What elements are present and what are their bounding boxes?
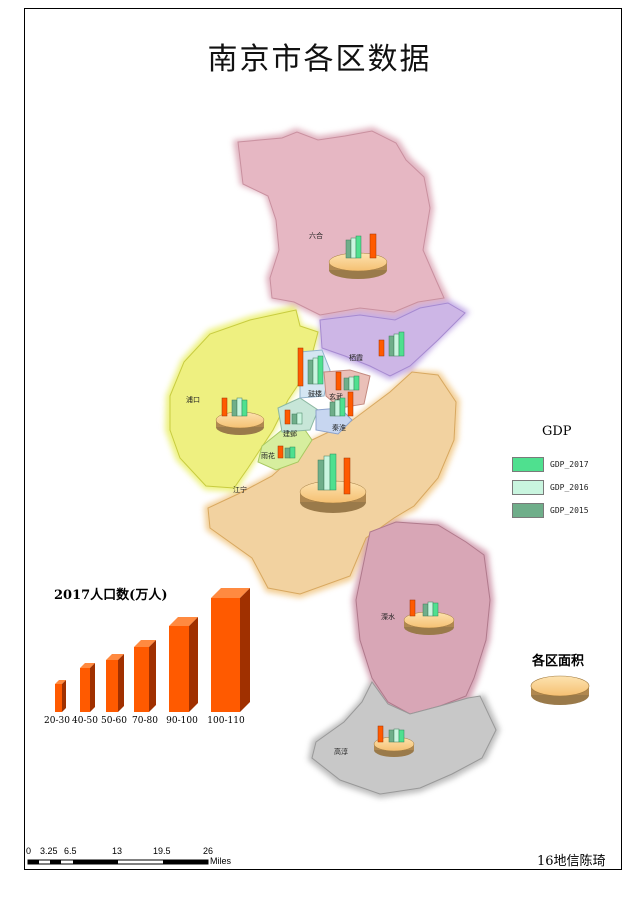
pop-bar-4 <box>134 640 156 712</box>
area-legend-disc <box>530 675 590 705</box>
jianye-symbol <box>284 409 303 425</box>
label-pukou: 浦口 <box>186 395 200 404</box>
lishui-symbol <box>403 599 455 635</box>
scale-label: 19.5 <box>153 846 171 856</box>
pop-class-label: 70-80 <box>132 716 158 726</box>
gaochun-symbol <box>373 725 415 757</box>
area-legend-title: 各区面积 <box>532 654 585 669</box>
qinhuai-symbol <box>329 391 354 417</box>
district-symbols <box>215 233 455 757</box>
luhe-symbol <box>328 233 388 279</box>
legend-item-gdp-2016: GDP_2016 <box>512 476 612 499</box>
label-qixia: 栖霞 <box>349 353 363 362</box>
legend-item-gdp-2017: GDP_2017 <box>512 453 612 476</box>
label-qinhuai: 秦淮 <box>332 423 346 432</box>
scale-label: 0 <box>26 846 32 856</box>
label-gaochun: 高淳 <box>334 747 348 756</box>
pop-bar-1 <box>55 680 66 712</box>
scale-label: 13 <box>112 846 123 856</box>
luhe-region <box>237 130 445 316</box>
qixia-symbol <box>378 331 405 357</box>
pop-bar-5 <box>169 617 198 712</box>
label-yuhuatai: 雨花 <box>261 451 275 460</box>
legend-label: GDP_2017 <box>550 460 589 469</box>
pop-class-label: 100-110 <box>207 716 245 726</box>
scale-bar <box>27 859 209 865</box>
pop-class-label: 20-30 <box>44 716 70 726</box>
label-xuanwu: 玄武 <box>329 392 343 401</box>
swatch-gdp-2015 <box>512 503 544 518</box>
pop-class-label: 90-100 <box>166 716 198 726</box>
legend-item-gdp-2015: GDP_2015 <box>512 499 612 522</box>
swatch-gdp-2017 <box>512 457 544 472</box>
legend-label: GDP_2016 <box>550 483 589 492</box>
population-legend-title: 2017人口数(万人) <box>54 588 168 603</box>
gulou-symbol <box>297 347 324 387</box>
label-luhe: 六合 <box>309 231 323 240</box>
district-shapes <box>169 130 497 795</box>
scale-unit: Miles <box>210 856 232 866</box>
scale-label: 3.25 <box>40 846 58 856</box>
scale-label: 26 <box>203 846 214 856</box>
xuanwu-symbol <box>335 371 360 391</box>
pop-class-label: 50-60 <box>101 716 127 726</box>
yuhuatai-symbol <box>277 445 296 459</box>
map-frame <box>24 8 622 870</box>
scale-label: 6.5 <box>64 846 77 856</box>
label-lishui: 溧水 <box>381 612 395 621</box>
swatch-gdp-2016 <box>512 480 544 495</box>
gdp-legend: GDP GDP_2017 GDP_2016 GDP_2015 <box>512 424 612 522</box>
legend-label: GDP_2015 <box>550 506 589 515</box>
pop-bar-2 <box>80 663 95 712</box>
pukou-symbol <box>215 397 265 435</box>
map-credit: 16地信陈琦 <box>537 854 606 869</box>
pop-bar-3 <box>106 654 124 712</box>
pop-bar-6 <box>211 588 250 712</box>
label-gulou: 鼓楼 <box>308 389 322 398</box>
population-legend-bars <box>55 588 250 712</box>
jiangning-symbol <box>299 453 367 513</box>
label-jianye: 建邺 <box>283 429 297 438</box>
label-jiangning: 江宁 <box>233 485 247 494</box>
gdp-legend-title: GDP <box>542 424 572 439</box>
pop-class-label: 40-50 <box>72 716 98 726</box>
map-title: 南京市各区数据 <box>207 42 432 77</box>
